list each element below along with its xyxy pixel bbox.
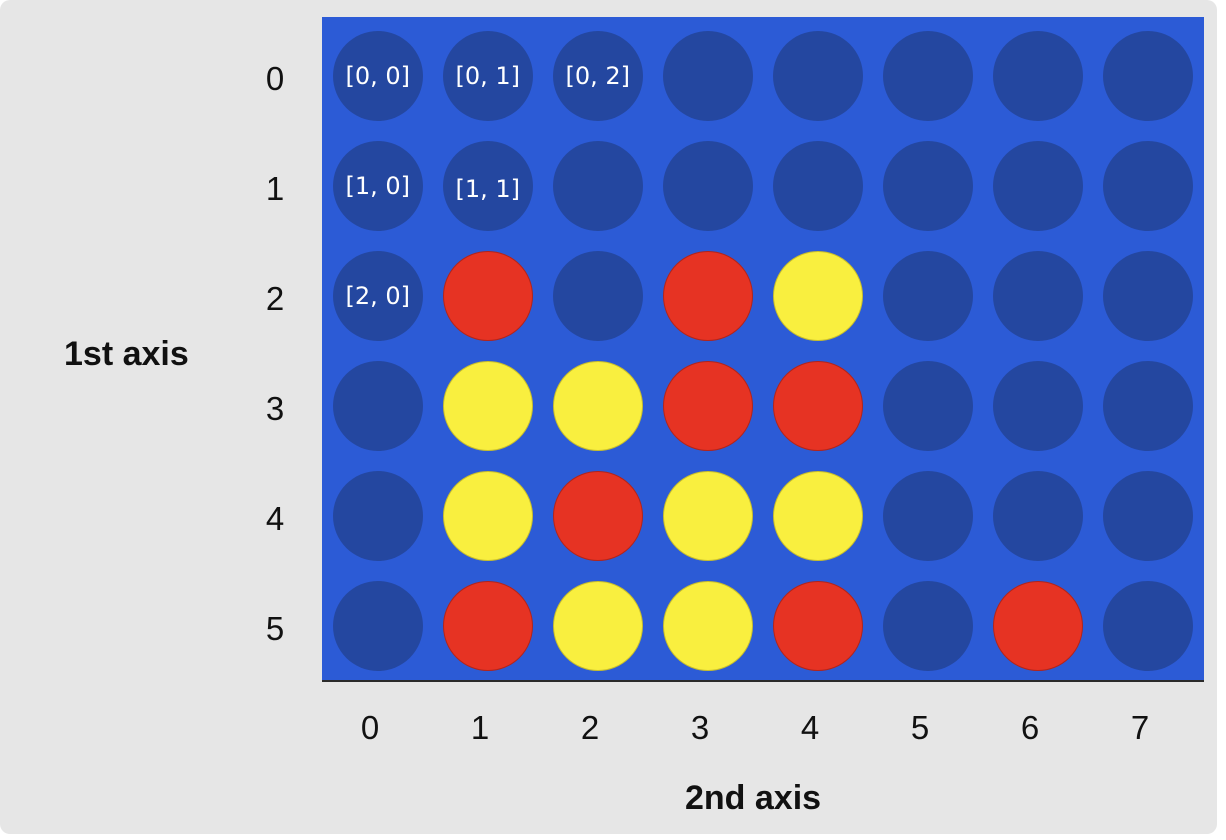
empty-slot xyxy=(883,581,973,671)
red-piece xyxy=(773,361,863,451)
empty-slot xyxy=(773,31,863,121)
empty-slot xyxy=(1103,581,1193,671)
row-tick-label: 3 xyxy=(265,390,285,427)
empty-slot xyxy=(333,31,423,121)
game-board: [0, 0] [0, 1] [0, 2] [1, 0] [1, 1] [2, 0] xyxy=(322,17,1204,682)
empty-slot xyxy=(883,141,973,231)
empty-slot xyxy=(333,581,423,671)
col-tick-label: 7 xyxy=(1130,709,1150,746)
empty-slot xyxy=(1103,141,1193,231)
cell-index-label: [0, 2] xyxy=(565,62,631,90)
empty-slot xyxy=(333,141,423,231)
yellow-piece xyxy=(443,471,533,561)
row-tick-label: 5 xyxy=(265,610,285,647)
empty-slot xyxy=(773,141,863,231)
cell-index-label: [0, 0] xyxy=(345,62,411,90)
cell-index-label: [0, 1] xyxy=(455,62,521,90)
empty-slot xyxy=(333,471,423,561)
cell-index-label: [1, 0] xyxy=(345,172,411,200)
yellow-piece xyxy=(553,361,643,451)
row-tick-label: 4 xyxy=(265,500,285,537)
yellow-piece xyxy=(773,471,863,561)
empty-slot xyxy=(1103,361,1193,451)
empty-slot xyxy=(443,141,533,231)
empty-slot xyxy=(993,471,1083,561)
empty-slot xyxy=(1103,471,1193,561)
col-tick-label: 3 xyxy=(690,709,710,746)
yellow-piece xyxy=(443,361,533,451)
yellow-piece xyxy=(663,581,753,671)
red-piece xyxy=(773,581,863,671)
yellow-piece xyxy=(553,581,643,671)
row-tick-label: 1 xyxy=(265,170,285,207)
red-piece xyxy=(663,361,753,451)
col-tick-label: 4 xyxy=(800,709,820,746)
red-piece xyxy=(663,251,753,341)
col-tick-label: 5 xyxy=(910,709,930,746)
empty-slot xyxy=(333,361,423,451)
red-piece xyxy=(993,581,1083,671)
empty-slot xyxy=(993,141,1083,231)
yellow-piece xyxy=(663,471,753,561)
col-tick-label: 2 xyxy=(580,709,600,746)
empty-slot xyxy=(883,31,973,121)
red-piece xyxy=(443,581,533,671)
row-tick-label: 0 xyxy=(265,60,285,97)
empty-slot xyxy=(1103,31,1193,121)
empty-slot xyxy=(553,141,643,231)
empty-slot xyxy=(553,31,643,121)
empty-slot xyxy=(883,361,973,451)
empty-slot xyxy=(883,251,973,341)
empty-slot xyxy=(993,361,1083,451)
empty-slot xyxy=(663,141,753,231)
empty-slot xyxy=(663,31,753,121)
empty-slot xyxy=(553,251,643,341)
cell-index-label: [2, 0] xyxy=(345,282,411,310)
empty-slot xyxy=(1103,251,1193,341)
empty-slot xyxy=(333,251,423,341)
red-piece xyxy=(553,471,643,561)
row-axis-title: 1st axis xyxy=(64,335,189,373)
empty-slot xyxy=(993,31,1083,121)
col-tick-label: 0 xyxy=(360,709,380,746)
cell-index-label: [1, 1] xyxy=(455,175,521,203)
col-tick-label: 1 xyxy=(470,709,490,746)
row-tick-label: 2 xyxy=(265,280,285,317)
col-axis-title: 2nd axis xyxy=(685,779,822,817)
yellow-piece xyxy=(773,251,863,341)
red-piece xyxy=(443,251,533,341)
col-tick-label: 6 xyxy=(1020,709,1040,746)
empty-slot xyxy=(443,31,533,121)
empty-slot xyxy=(993,251,1083,341)
empty-slot xyxy=(883,471,973,561)
